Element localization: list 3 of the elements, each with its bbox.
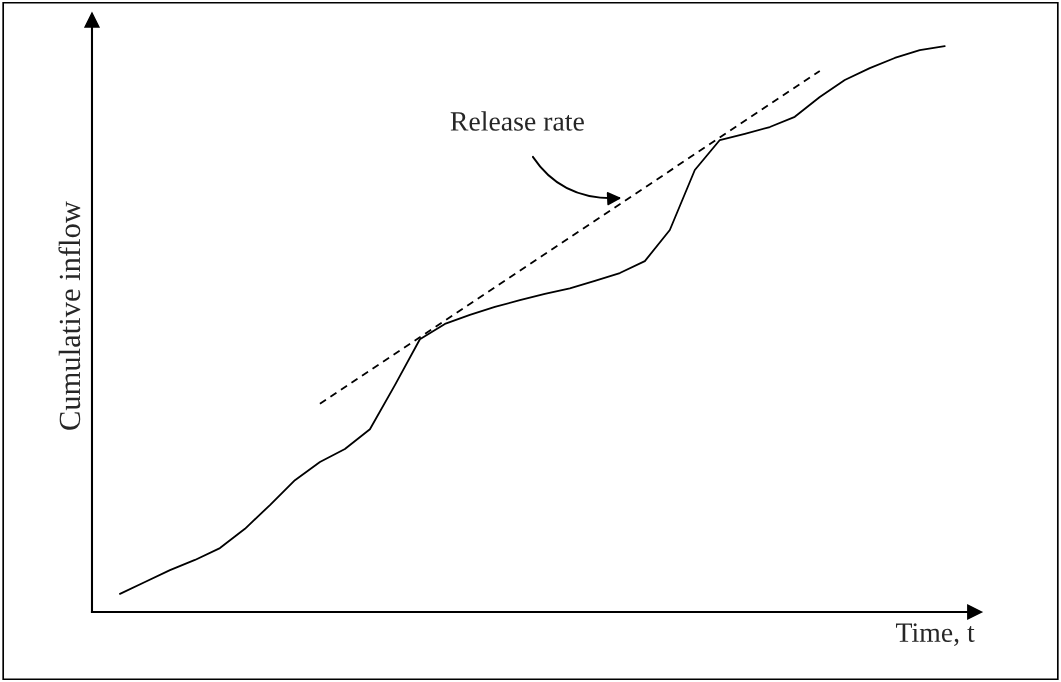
y-axis-title: Cumulative inflow	[58, 201, 81, 430]
x-axis-title: Time, t	[895, 623, 975, 646]
annotation: Release rate	[450, 111, 584, 131]
